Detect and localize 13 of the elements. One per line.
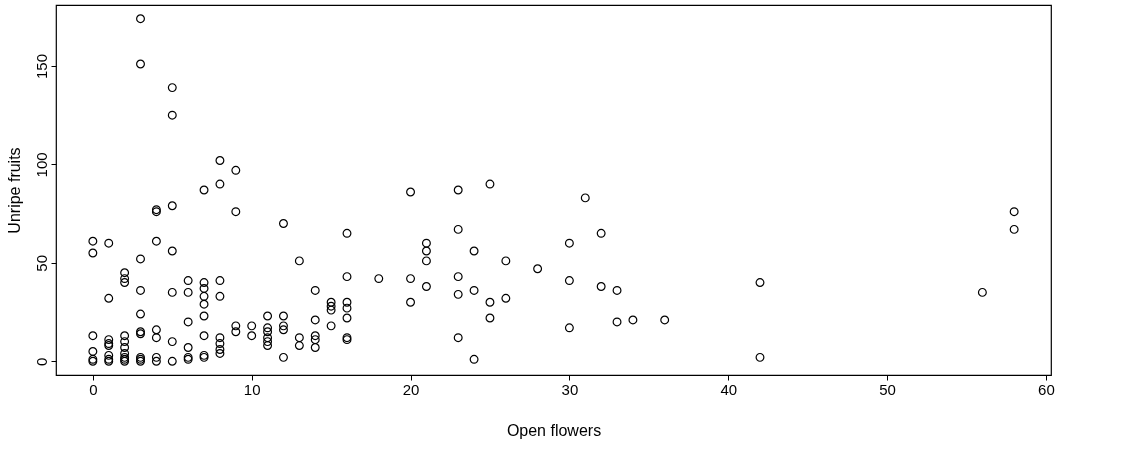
x-tick-label: 30 — [561, 380, 579, 398]
x-axis-title: Open flowers — [506, 421, 602, 439]
x-tick-label: 0 — [89, 380, 98, 398]
x-tick-label: 40 — [720, 380, 738, 398]
y-tick-label: 150 — [32, 53, 50, 79]
y-tick-label: 100 — [32, 152, 50, 178]
y-tick-label: 50 — [32, 255, 50, 272]
x-tick-label: 50 — [879, 380, 896, 398]
x-tick-label: 60 — [1038, 380, 1055, 398]
x-tick-label: 10 — [243, 380, 261, 398]
x-tick-label: 20 — [402, 380, 420, 398]
y-axis-title: Unripe fruits — [5, 147, 23, 234]
y-tick-label: 0 — [32, 357, 50, 366]
